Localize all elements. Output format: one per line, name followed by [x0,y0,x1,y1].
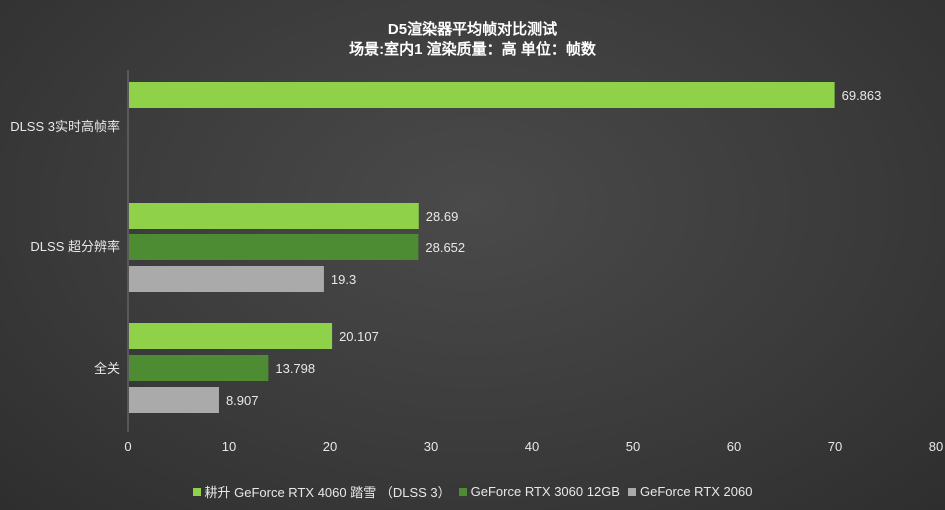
data-label: 8.907 [226,393,259,408]
x-tick-label: 30 [424,439,438,454]
legend-swatch [627,487,636,496]
x-tick-label: 50 [626,439,640,454]
bar-1 [129,323,333,349]
bar-1 [129,82,835,108]
chart-title: D5渲染器平均帧对比测试 [387,21,558,38]
x-tick-label: 70 [828,439,842,454]
legend-label: GeForce RTX 3060 12GB [470,484,620,499]
category-label: DLSS 3实时高帧率 [10,119,120,134]
x-tick-label: 10 [222,439,236,454]
x-tick-label: 0 [124,439,131,454]
bar-2 [129,355,269,381]
legend-swatch [192,487,201,496]
legend-label: 耕升 GeForce RTX 4060 踏雪 （DLSS 3） [204,485,451,500]
legend-item: 耕升 GeForce RTX 4060 踏雪 （DLSS 3） [192,482,451,501]
x-tick-label: 80 [929,439,943,454]
chart-legend: 耕升 GeForce RTX 4060 踏雪 （DLSS 3） GeForce R… [0,482,945,501]
data-label: 20.107 [339,329,379,344]
data-label: 19.3 [331,272,356,287]
legend-label: GeForce RTX 2060 [639,484,753,499]
bar-1 [129,203,419,229]
legend-swatch [458,487,467,496]
data-label: 28.652 [425,240,465,255]
data-label: 28.69 [426,209,459,224]
bar-2 [129,234,419,260]
bar-3 [129,266,324,292]
category-label: 全关 [94,361,120,376]
data-label: 13.798 [275,361,315,376]
category-label: DLSS 超分辨率 [30,239,120,254]
x-tick-label: 60 [727,439,741,454]
chart-subtitle: 场景:室内1 渲染质量：高 单位：帧数 [349,41,596,58]
x-tick-label: 20 [323,439,337,454]
data-label: 69.863 [842,88,882,103]
x-tick-label: 40 [525,439,539,454]
legend-item: GeForce RTX 2060 [627,483,753,499]
legend-item: GeForce RTX 3060 12GB [458,483,620,499]
bar-3 [129,387,219,413]
